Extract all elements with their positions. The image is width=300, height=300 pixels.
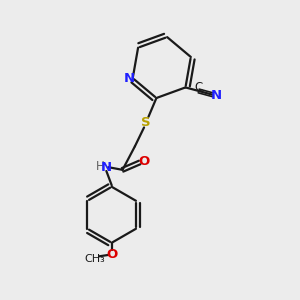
Text: S: S — [141, 116, 151, 129]
Text: CH₃: CH₃ — [85, 254, 106, 264]
Text: N: N — [211, 89, 222, 102]
Text: H: H — [96, 160, 105, 173]
Text: O: O — [138, 155, 150, 168]
Text: N: N — [123, 72, 134, 85]
Text: N: N — [101, 161, 112, 174]
Text: O: O — [106, 248, 117, 261]
Text: C: C — [194, 81, 202, 94]
